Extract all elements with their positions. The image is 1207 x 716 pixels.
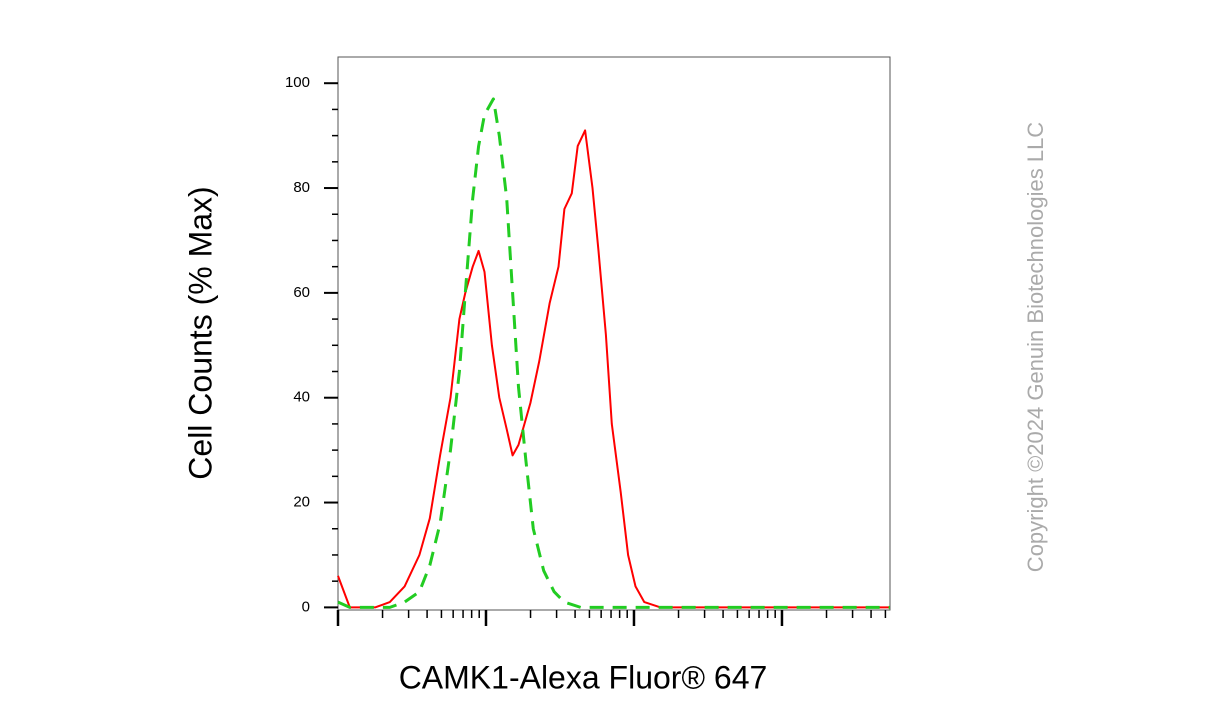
y-axis-label: Cell Counts (% Max): [182, 186, 218, 479]
y-tick-label: 80: [293, 179, 310, 196]
series-line: [337, 129, 890, 609]
y-tick-label: 40: [293, 389, 310, 406]
y-tick-label: 0: [302, 598, 310, 615]
x-axis-label: CAMK1-Alexa Fluor® 647: [399, 659, 768, 695]
y-tick-label: 20: [293, 494, 310, 511]
series-line: [337, 97, 890, 609]
y-tick-label: 60: [293, 284, 310, 301]
watermark: Copyright ©2024 Genuin Biotechnologies L…: [1023, 122, 1048, 573]
y-tick-label: 100: [285, 74, 310, 91]
plot-frame: [337, 56, 891, 611]
